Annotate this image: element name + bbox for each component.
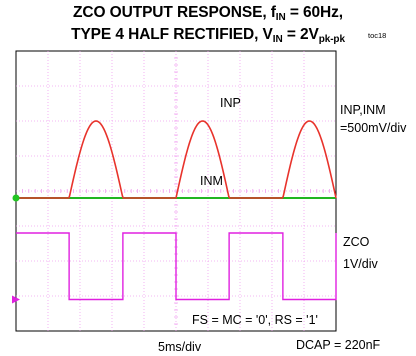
figure-tag: toc18 <box>368 31 387 40</box>
timebase-label: 5ms/div <box>158 340 202 354</box>
channel-markers <box>12 194 20 304</box>
inp-trace-label: INP <box>220 96 241 110</box>
inp-inm-scale-label: =500mV/div <box>340 121 407 135</box>
oscilloscope-plot <box>12 50 337 332</box>
zco-trace <box>16 232 337 301</box>
inp-inm-channel-label: INP,INM <box>340 103 386 117</box>
ch2-ground-marker <box>12 295 20 304</box>
zco-channel-label: ZCO <box>343 235 370 249</box>
zco-scale-label: 1V/div <box>343 257 378 271</box>
dcap-label: DCAP = 220nF <box>296 338 381 352</box>
ch1-ground-marker <box>12 194 20 202</box>
traces <box>16 120 337 301</box>
inm-trace-label: INM <box>200 174 223 188</box>
chart-title-line-1: ZCO OUTPUT RESPONSE, fIN = 60Hz, <box>73 4 343 23</box>
inp-trace <box>16 120 337 199</box>
chart-title-line-2: TYPE 4 HALF RECTIFIED, VIN = 2Vpk-pk <box>71 26 345 45</box>
conditions-label: FS = MC = '0', RS = '1' <box>192 313 318 327</box>
